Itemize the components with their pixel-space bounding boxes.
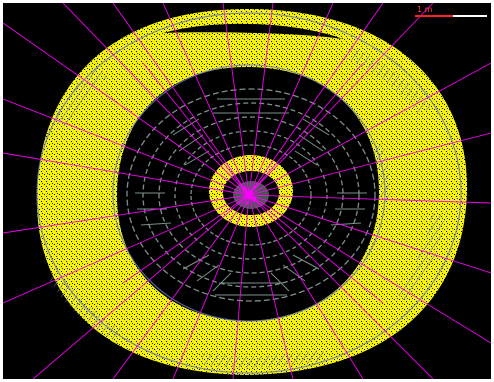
scale-bar-white-segment: [453, 15, 487, 17]
scale-bar-red-segment: [415, 15, 453, 17]
ring-edge-bands: [36, 12, 462, 374]
particle-tracks: [3, 3, 491, 379]
tracker-modules: [135, 98, 367, 296]
scale-bar-label: 1 m: [417, 5, 433, 14]
tracker-layers: [126, 88, 376, 302]
primary-vertex: [243, 185, 257, 205]
scale-bar: 1 m: [415, 5, 487, 21]
ring-gap-top: [163, 23, 343, 39]
event-display-viewer[interactable]: 1 m: [3, 3, 491, 379]
muon-chambers: [49, 47, 445, 368]
event-display-canvas: [3, 3, 491, 379]
